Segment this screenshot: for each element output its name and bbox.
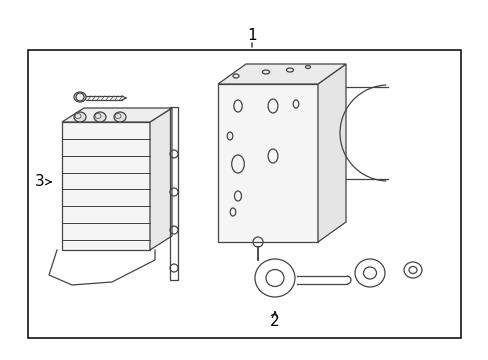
Ellipse shape bbox=[114, 112, 126, 122]
Bar bbox=[62, 122, 150, 250]
Polygon shape bbox=[150, 108, 172, 250]
Polygon shape bbox=[317, 64, 346, 242]
Bar bbox=[170, 107, 178, 280]
Ellipse shape bbox=[94, 112, 106, 122]
Text: 2: 2 bbox=[270, 315, 279, 329]
Ellipse shape bbox=[74, 112, 86, 122]
Bar bbox=[28, 50, 460, 338]
Bar bbox=[218, 84, 317, 242]
Ellipse shape bbox=[74, 92, 86, 102]
Polygon shape bbox=[218, 64, 346, 84]
Polygon shape bbox=[62, 108, 172, 122]
Text: 1: 1 bbox=[246, 27, 256, 42]
Text: 3: 3 bbox=[35, 175, 45, 189]
